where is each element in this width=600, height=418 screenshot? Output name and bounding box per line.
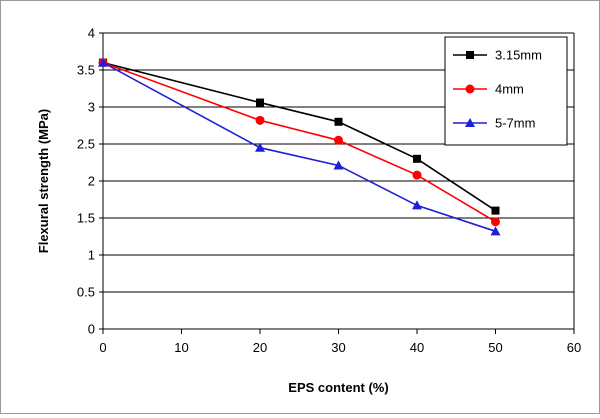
y-tick-label: 3.5 <box>77 63 95 78</box>
data-point <box>491 217 500 227</box>
legend-entry: 4mm <box>453 82 524 97</box>
y-tick-label: 2.5 <box>77 137 95 152</box>
y-tick-label: 2 <box>88 174 95 189</box>
data-point <box>334 117 343 126</box>
data-point <box>412 200 422 210</box>
y-tick-label: 4 <box>88 26 95 41</box>
x-axis-title: EPS content (%) <box>288 380 388 395</box>
data-point <box>413 154 421 163</box>
x-tick-label: 40 <box>410 340 424 355</box>
x-tick-label: 50 <box>488 340 502 355</box>
data-point <box>255 115 265 125</box>
series-3.15mm <box>99 58 500 215</box>
x-tick-label: 10 <box>174 340 188 355</box>
y-tick-label: 0 <box>88 322 95 337</box>
legend-marker <box>465 84 475 94</box>
data-point <box>333 160 344 170</box>
x-tick-label: 0 <box>99 340 106 355</box>
tick-labels: 00.511.522.533.540 10 20 30 40 50 60 <box>77 26 581 356</box>
data-point <box>490 226 501 236</box>
legend-label: 4mm <box>495 82 524 97</box>
y-axis-title: Flexural strength (MPa) <box>36 109 51 253</box>
x-tick-label: 30 <box>331 340 345 355</box>
legend-marker <box>466 51 474 59</box>
x-tick-label: 20 <box>253 340 267 355</box>
series-layer <box>98 57 501 236</box>
y-tick-label: 1.5 <box>77 211 95 226</box>
series-4mm <box>98 58 500 227</box>
legend-marker <box>465 118 475 127</box>
data-point <box>98 57 108 67</box>
series-line <box>102 61 496 223</box>
series-line <box>102 61 496 233</box>
data-point <box>256 98 264 107</box>
legend-entry: 3.15mm <box>453 48 542 63</box>
axes <box>99 32 575 334</box>
y-tick-label: 3 <box>88 100 95 115</box>
data-point <box>334 135 343 145</box>
data-point <box>491 206 500 215</box>
y-tick-label: 0.5 <box>77 285 95 300</box>
legend-label: 3.15mm <box>495 48 542 63</box>
data-point <box>255 142 265 152</box>
y-tick-label: 1 <box>88 248 95 263</box>
x-tick-label: 60 <box>567 340 581 355</box>
data-point <box>412 170 422 180</box>
legend-entry: 5-7mm <box>453 116 535 131</box>
legend: 3.15mm 4mm 5-7mm <box>444 36 568 146</box>
series-5-7mm <box>98 57 501 236</box>
legend-label: 5-7mm <box>495 116 535 131</box>
